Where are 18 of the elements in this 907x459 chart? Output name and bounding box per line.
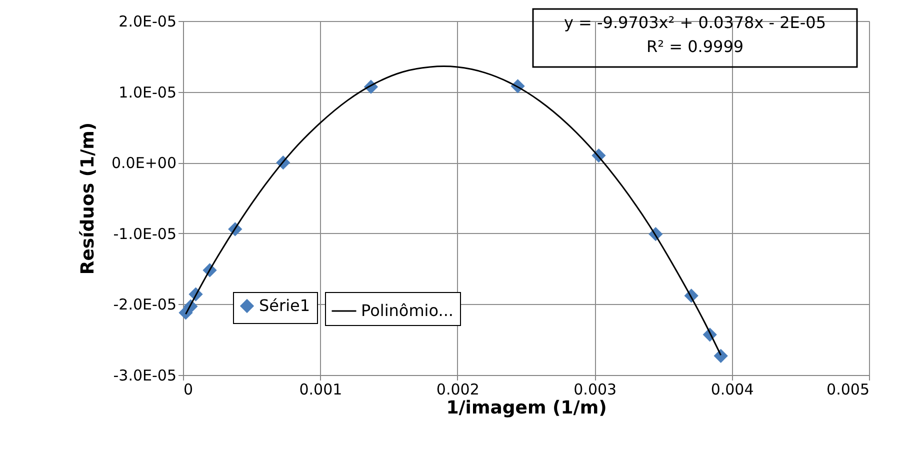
x-tick-label: 0.005: [826, 380, 870, 398]
x-tick-label: 0.001: [299, 380, 342, 398]
y-tick-label: -2.0E-05: [113, 296, 176, 314]
y-tick-label: -3.0E-05: [113, 366, 176, 384]
annotation: y = -9.9703x² + 0.0378x - 2E-05: [564, 13, 826, 32]
x-tick-label: 0: [184, 380, 194, 398]
y-tick-label: 0.0E+00: [112, 154, 176, 172]
x-axis-title: 1/imagem (1/m): [446, 398, 607, 418]
x-tick-label: 0.004: [710, 380, 754, 398]
legend-label: Série1: [259, 296, 310, 315]
annotation: R² = 0.9999: [646, 37, 744, 56]
y-tick-label: -1.0E-05: [113, 224, 176, 243]
y-tick-label: 2.0E-05: [118, 12, 176, 30]
x-tick-label: 0.002: [436, 380, 480, 398]
x-tick-label: 0.003: [574, 380, 617, 398]
y-tick-label: 1.0E-05: [118, 83, 176, 102]
y-axis-title: Resíduos (1/m): [78, 122, 99, 275]
legend-label: Polinômio...: [361, 301, 454, 320]
